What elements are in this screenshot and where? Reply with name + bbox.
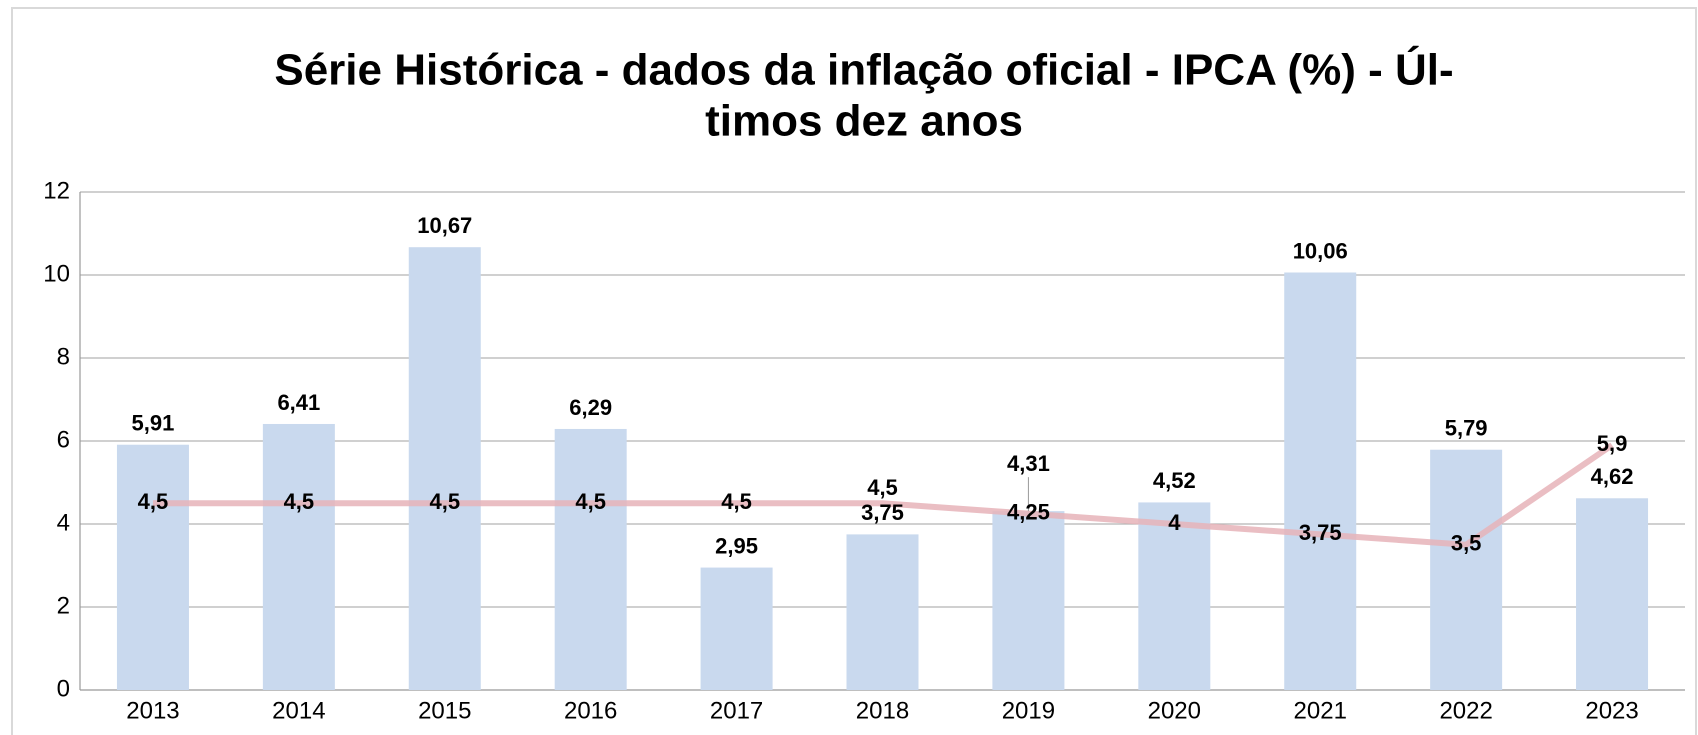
data-label: 4,5 xyxy=(138,489,169,514)
data-label: 4,5 xyxy=(575,489,606,514)
y-tick-label: 0 xyxy=(57,675,70,702)
data-label: 6,29 xyxy=(569,395,612,420)
y-tick-label: 12 xyxy=(43,177,70,204)
chart-title: timos dez anos xyxy=(705,97,1023,146)
y-tick-label: 8 xyxy=(57,343,70,370)
data-label: 4,5 xyxy=(429,489,460,514)
data-label: 4 xyxy=(1168,510,1181,535)
x-tick-label: 2022 xyxy=(1439,697,1492,724)
data-label: 3,5 xyxy=(1451,531,1482,556)
bar xyxy=(1576,498,1649,690)
data-label: 5,91 xyxy=(132,411,175,436)
x-tick-label: 2021 xyxy=(1294,697,1347,724)
data-label: 4,5 xyxy=(284,489,315,514)
data-label: 3,75 xyxy=(861,500,904,525)
bar xyxy=(1138,502,1211,690)
data-label: 10,06 xyxy=(1293,238,1348,263)
y-tick-label: 4 xyxy=(57,509,70,536)
x-tick-label: 2017 xyxy=(710,697,763,724)
data-label: 4,62 xyxy=(1591,464,1634,489)
bar xyxy=(116,444,189,690)
line xyxy=(152,442,1614,548)
bar xyxy=(1430,449,1503,690)
x-tick-label: 2023 xyxy=(1585,697,1638,724)
x-tick-label: 2019 xyxy=(1002,697,1055,724)
y-tick-label: 2 xyxy=(57,592,70,619)
bar xyxy=(846,534,919,690)
data-label: 6,41 xyxy=(277,390,320,415)
x-tick-label: 2014 xyxy=(272,697,325,724)
data-label: 2,95 xyxy=(715,533,758,558)
data-label: 4,31 xyxy=(1007,451,1050,476)
data-label: 10,67 xyxy=(417,213,472,238)
bar xyxy=(554,428,627,690)
bar xyxy=(408,247,481,690)
data-label: 5,79 xyxy=(1445,416,1488,441)
y-tick-label: 10 xyxy=(43,260,70,287)
x-tick-label: 2013 xyxy=(126,697,179,724)
bar xyxy=(992,511,1065,690)
x-tick-label: 2018 xyxy=(856,697,909,724)
data-label: 3,75 xyxy=(1299,520,1342,545)
y-tick-label: 6 xyxy=(57,426,70,453)
chart-frame xyxy=(11,7,1697,735)
data-label: 5,9 xyxy=(1597,431,1628,456)
data-label: 4,5 xyxy=(721,489,752,514)
chart-title: Série Histórica - dados da inflação ofic… xyxy=(274,45,1453,95)
data-label: 4,52 xyxy=(1153,468,1196,493)
x-tick-label: 2015 xyxy=(418,697,471,724)
bar xyxy=(700,567,773,690)
x-tick-label: 2016 xyxy=(564,697,617,724)
data-label: 4,25 xyxy=(1007,499,1050,524)
bar xyxy=(1284,272,1357,690)
bar xyxy=(262,423,335,690)
x-tick-label: 2020 xyxy=(1148,697,1201,724)
data-label: 4,5 xyxy=(867,475,898,500)
